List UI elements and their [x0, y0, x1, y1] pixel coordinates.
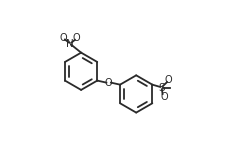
Text: O: O — [59, 33, 67, 43]
Text: O: O — [105, 78, 113, 88]
Text: N: N — [66, 39, 74, 49]
Text: O: O — [161, 92, 168, 102]
Text: O: O — [165, 75, 173, 85]
Text: S: S — [158, 83, 165, 93]
Text: O: O — [73, 33, 81, 43]
